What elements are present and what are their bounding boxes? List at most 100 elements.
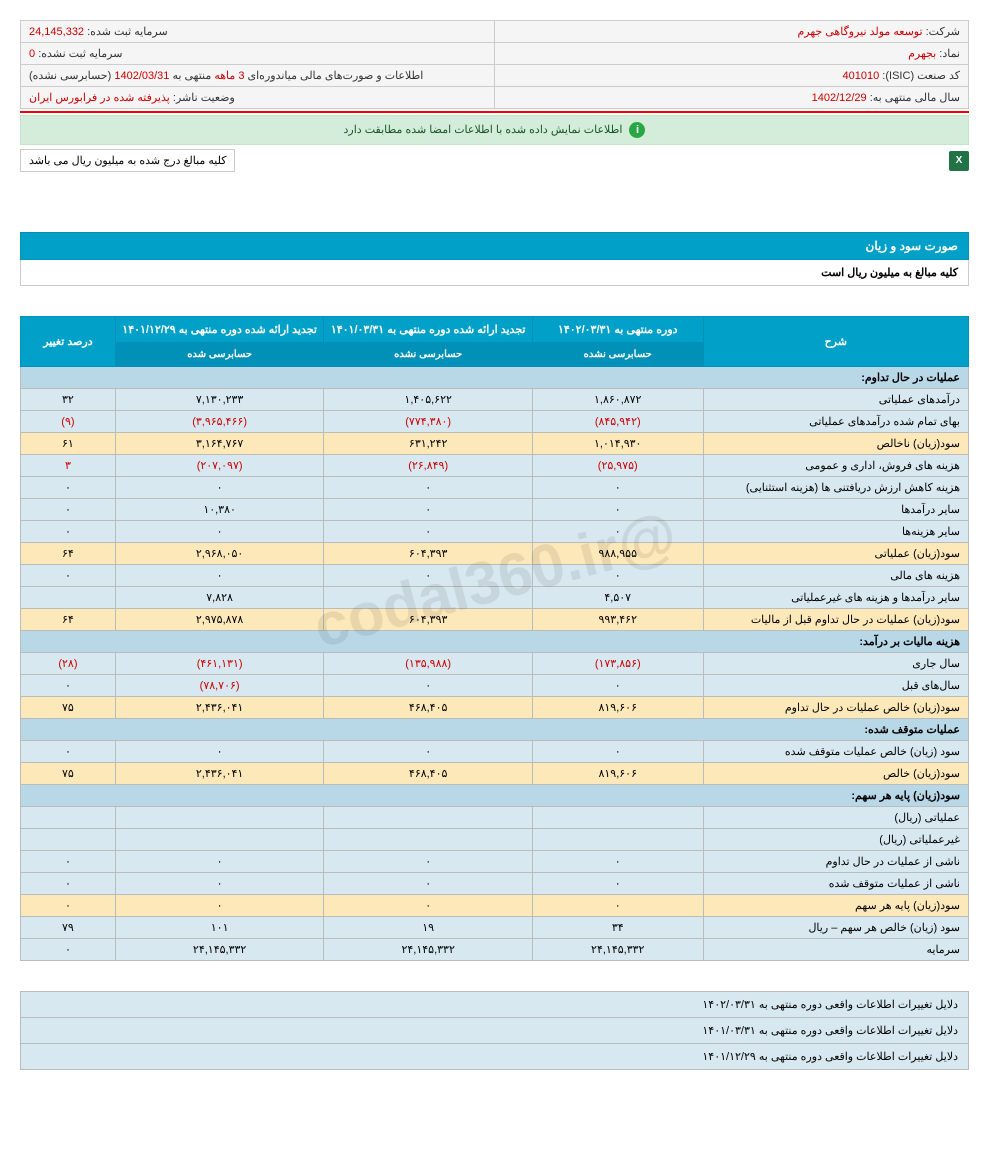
row-header-cell: سود(زیان) پایه هر سهم: bbox=[21, 785, 969, 807]
value-cell: ۰ bbox=[324, 499, 533, 521]
value-cell: ۲۴,۱۴۵,۳۳۲ bbox=[532, 939, 703, 961]
change-cell: (۲۸) bbox=[21, 653, 116, 675]
desc-cell: سال جاری bbox=[703, 653, 968, 675]
value-cell: ۰ bbox=[532, 477, 703, 499]
table-row: هزینه کاهش ارزش دریافتنی ها (هزینه استثن… bbox=[21, 477, 969, 499]
value-cell bbox=[115, 807, 324, 829]
value-cell: (۸۴۵,۹۴۲) bbox=[532, 411, 703, 433]
value-cell bbox=[324, 829, 533, 851]
value-cell: (۷۸,۷۰۶) bbox=[115, 675, 324, 697]
value-cell: ۱,۸۶۰,۸۷۲ bbox=[532, 389, 703, 411]
table-row: بهای تمام شده درآمدهای عملیاتی(۸۴۵,۹۴۲) (… bbox=[21, 411, 969, 433]
desc-cell: سایر درآمدها bbox=[703, 499, 968, 521]
col-sub2: حسابرسی نشده bbox=[324, 343, 533, 367]
row-header-cell: عملیات در حال تداوم: bbox=[21, 367, 969, 389]
value-cell: ۰ bbox=[532, 741, 703, 763]
value-cell: ۲,۴۳۶,۰۴۱ bbox=[115, 763, 324, 785]
info-bar: i اطلاعات نمایش داده شده با اطلاعات امضا… bbox=[20, 115, 969, 145]
table-row: سود(زیان) عملیات در حال تداوم قبل از مال… bbox=[21, 609, 969, 631]
desc-cell: سرمایه bbox=[703, 939, 968, 961]
value-cell: ۰ bbox=[115, 895, 324, 917]
report-period: 3 ماهه bbox=[214, 70, 244, 82]
value-cell: ۹۹۳,۴۶۲ bbox=[532, 609, 703, 631]
report-rest: منتهی به bbox=[172, 70, 211, 82]
table-row: سایر درآمدها۰۰۱۰,۳۸۰۰ bbox=[21, 499, 969, 521]
table-row: سود(زیان) عملیاتی۹۸۸,۹۵۵۶۰۴,۳۹۳۲,۹۶۸,۰۵۰… bbox=[21, 543, 969, 565]
table-row: غیرعملیاتی (ریال) bbox=[21, 829, 969, 851]
desc-cell: سایر هزینه‌ها bbox=[703, 521, 968, 543]
value-cell bbox=[324, 807, 533, 829]
desc-cell: سایر درآمدها و هزینه های غیرعملیاتی bbox=[703, 587, 968, 609]
change-cell bbox=[21, 829, 116, 851]
financial-table: شرح دوره منتهی به ۱۴۰۲/۰۳/۳۱ تجدید ارائه… bbox=[20, 316, 969, 961]
value-cell: (۲۵,۹۷۵) bbox=[532, 455, 703, 477]
header-info-table: شرکت: توسعه مولد نیروگاهی جهرم سرمایه ثب… bbox=[20, 20, 969, 109]
col-desc: شرح bbox=[703, 317, 968, 367]
value-cell: (۱۷۳,۸۵۶) bbox=[532, 653, 703, 675]
footer-row-3: دلایل تغییرات اطلاعات واقعی دوره منتهی ب… bbox=[21, 1044, 969, 1070]
table-row: سود(زیان) خالص عملیات در حال تداوم۸۱۹,۶۰… bbox=[21, 697, 969, 719]
report-suffix: (حسابرسی نشده) bbox=[29, 70, 111, 82]
value-cell: (۳,۹۶۵,۴۶۶) bbox=[115, 411, 324, 433]
value-cell: ۳,۱۶۴,۷۶۷ bbox=[115, 433, 324, 455]
desc-cell: سود(زیان) پایه هر سهم bbox=[703, 895, 968, 917]
table-row: سال جاری(۱۷۳,۸۵۶)(۱۳۵,۹۸۸)(۴۶۱,۱۳۱)(۲۸) bbox=[21, 653, 969, 675]
value-cell: ۰ bbox=[532, 851, 703, 873]
value-cell: ۱,۴۰۵,۶۲۲ bbox=[324, 389, 533, 411]
value-cell: ۰ bbox=[324, 675, 533, 697]
value-cell: ۸۱۹,۶۰۶ bbox=[532, 763, 703, 785]
value-cell bbox=[324, 587, 533, 609]
company-value: توسعه مولد نیروگاهی جهرم bbox=[797, 26, 922, 38]
info-icon: i bbox=[629, 122, 645, 138]
change-cell: ۰ bbox=[21, 873, 116, 895]
value-cell: ۰ bbox=[532, 499, 703, 521]
desc-cell: بهای تمام شده درآمدهای عملیاتی bbox=[703, 411, 968, 433]
change-cell: ۰ bbox=[21, 565, 116, 587]
change-cell: ۰ bbox=[21, 851, 116, 873]
table-row: عملیات در حال تداوم: bbox=[21, 367, 969, 389]
footer-table: دلایل تغییرات اطلاعات واقعی دوره منتهی ب… bbox=[20, 991, 969, 1070]
desc-cell: درآمدهای عملیاتی bbox=[703, 389, 968, 411]
table-row: سایر درآمدها و هزینه های غیرعملیاتی۴,۵۰۷… bbox=[21, 587, 969, 609]
value-cell: ۰ bbox=[115, 873, 324, 895]
company-label: شرکت: bbox=[926, 26, 960, 38]
excel-icon[interactable]: X bbox=[949, 151, 969, 171]
col-period3: تجدید ارائه شده دوره منتهی به ۱۴۰۱/۱۲/۲۹ bbox=[115, 317, 324, 343]
value-cell: ۹۸۸,۹۵۵ bbox=[532, 543, 703, 565]
desc-cell: سود(زیان) خالص عملیات در حال تداوم bbox=[703, 697, 968, 719]
fy-label: سال مالی منتهی به: bbox=[870, 92, 960, 104]
change-cell: ۰ bbox=[21, 521, 116, 543]
capital-reg-label: سرمایه ثبت شده: bbox=[87, 26, 168, 38]
change-cell: ۷۵ bbox=[21, 697, 116, 719]
value-cell: ۰ bbox=[324, 477, 533, 499]
value-cell: ۶۰۴,۳۹۳ bbox=[324, 543, 533, 565]
value-cell: ۰ bbox=[115, 477, 324, 499]
value-cell: ۷,۱۳۰,۲۳۳ bbox=[115, 389, 324, 411]
footer-row-2: دلایل تغییرات اطلاعات واقعی دوره منتهی ب… bbox=[21, 1018, 969, 1044]
isic-value: 401010 bbox=[843, 70, 880, 82]
change-cell: ۶۴ bbox=[21, 543, 116, 565]
value-cell: ۱۰۱ bbox=[115, 917, 324, 939]
desc-cell: عملیاتی (ریال) bbox=[703, 807, 968, 829]
col-period2: تجدید ارائه شده دوره منتهی به ۱۴۰۱/۰۳/۳۱ bbox=[324, 317, 533, 343]
table-row: هزینه های مالی۰۰۰۰ bbox=[21, 565, 969, 587]
value-cell bbox=[532, 807, 703, 829]
change-cell: ۰ bbox=[21, 499, 116, 521]
desc-cell: سال‌های قبل bbox=[703, 675, 968, 697]
capital-reg-value: 24,145,332 bbox=[29, 26, 84, 38]
table-row: سود (زیان) خالص عملیات متوقف شده۰۰۰۰ bbox=[21, 741, 969, 763]
symbol-value: بجهرم bbox=[908, 48, 936, 60]
value-cell: (۱۳۵,۹۸۸) bbox=[324, 653, 533, 675]
desc-cell: سود(زیان) ناخالص bbox=[703, 433, 968, 455]
value-cell: ۰ bbox=[324, 873, 533, 895]
change-cell: ۰ bbox=[21, 477, 116, 499]
col-period1: دوره منتهی به ۱۴۰۲/۰۳/۳۱ bbox=[532, 317, 703, 343]
fy-value: 1402/12/29 bbox=[812, 92, 867, 104]
value-cell: ۱۹ bbox=[324, 917, 533, 939]
desc-cell: سود (زیان) خالص عملیات متوقف شده bbox=[703, 741, 968, 763]
value-cell bbox=[115, 829, 324, 851]
isic-label: کد صنعت (ISIC): bbox=[882, 70, 960, 82]
value-cell: (۴۶۱,۱۳۱) bbox=[115, 653, 324, 675]
value-cell: (۲۰۷,۰۹۷) bbox=[115, 455, 324, 477]
value-cell: ۳۴ bbox=[532, 917, 703, 939]
